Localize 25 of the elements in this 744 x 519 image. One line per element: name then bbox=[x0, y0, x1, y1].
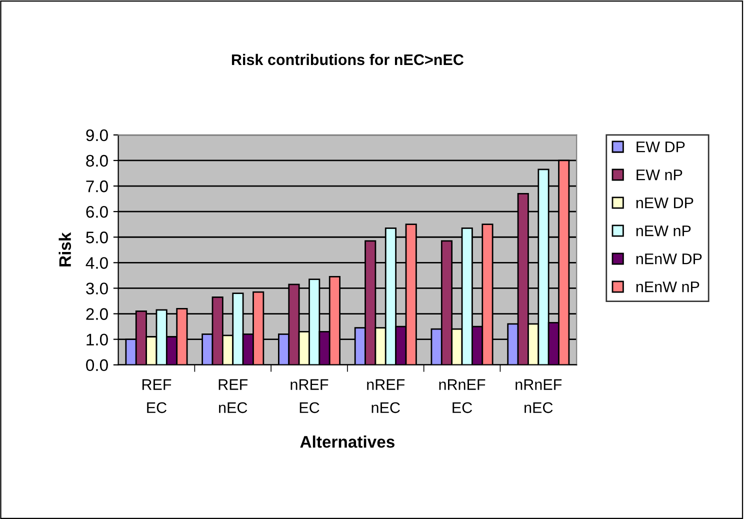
y-tick-label: 0.0 bbox=[86, 359, 108, 372]
y-axis-title: Risk bbox=[58, 232, 71, 266]
legend-label: nEW DP bbox=[636, 198, 694, 208]
x-tick-label: REF EC bbox=[142, 379, 172, 414]
y-tick-label: 6.0 bbox=[86, 206, 108, 218]
y-tick-label: 9.0 bbox=[86, 129, 108, 142]
legend-label: EW DP bbox=[636, 142, 685, 152]
legend-label: nEW nP bbox=[636, 226, 691, 236]
legend-label: nEnW DP bbox=[636, 254, 702, 264]
chart-title: Risk contributions for nEC>nEC bbox=[232, 54, 464, 66]
x-tick-label: nRnEF nEC bbox=[516, 379, 562, 414]
x-axis-title: Alternatives bbox=[300, 436, 394, 448]
x-tick-label: nRnEF EC bbox=[439, 379, 486, 414]
y-tick-label: 3.0 bbox=[86, 282, 108, 294]
y-tick-label: 4.0 bbox=[86, 257, 108, 269]
x-tick-label: nREF EC bbox=[290, 379, 328, 414]
y-tick-label: 8.0 bbox=[86, 154, 108, 167]
legend-label: EW nP bbox=[636, 170, 682, 180]
x-tick-label: REF nEC bbox=[218, 379, 248, 414]
x-tick-label: nREF nEC bbox=[367, 379, 405, 414]
y-tick-label: 7.0 bbox=[86, 180, 108, 192]
y-tick-label: 1.0 bbox=[86, 334, 108, 346]
y-tick-label: 2.0 bbox=[86, 308, 108, 320]
y-tick-label: 5.0 bbox=[86, 232, 108, 244]
legend-label: nEnW nP bbox=[636, 282, 700, 292]
